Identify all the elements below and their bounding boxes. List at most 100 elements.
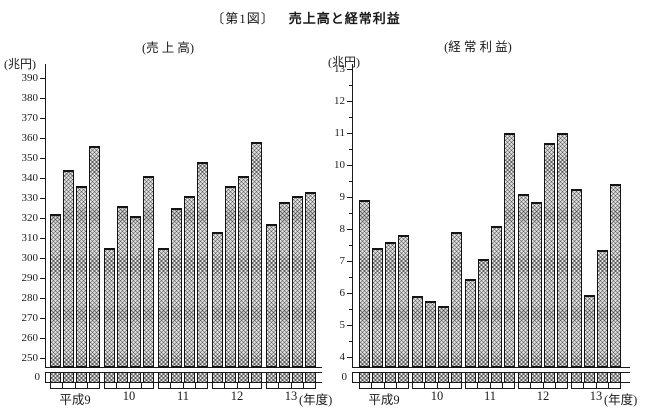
- sales-bar: [171, 208, 182, 367]
- profit-bar-stub: [478, 373, 489, 382]
- profit-y-tick: [347, 325, 352, 326]
- sales-bar: [76, 186, 87, 367]
- sales-y-tick: [40, 98, 45, 99]
- bracket-cell: [290, 383, 303, 388]
- profit-y-tick-label: 11: [334, 127, 345, 139]
- profit-bar: [438, 305, 449, 367]
- sales-bar: [143, 176, 154, 367]
- profit-bar-stub: [518, 373, 529, 382]
- bracket-cell: [158, 383, 170, 388]
- profit-year-label: 平成9: [368, 393, 400, 407]
- sales-bar-stub: [89, 373, 100, 382]
- profit-bar: [597, 249, 608, 367]
- sales-year-label: 13: [284, 389, 298, 403]
- profit-bar-stub: [412, 373, 423, 382]
- sales-y-tick-label: 270: [21, 312, 39, 324]
- profit-y-tick-label: 9: [339, 191, 346, 203]
- bracket-cell: [465, 383, 477, 388]
- profit-year-label: 10: [430, 389, 444, 403]
- bracket-cell: [571, 383, 583, 388]
- sales-unit-label: (兆円): [4, 57, 36, 71]
- bracket-cell: [554, 383, 568, 388]
- sales-y-tick-label: 380: [21, 92, 39, 104]
- sales-bar-stub: [212, 373, 223, 382]
- sales-bar-stub: [251, 373, 262, 382]
- sales-bar: [184, 196, 195, 367]
- bracket-cell: [278, 383, 290, 388]
- bracket-cell: [583, 383, 595, 388]
- sales-bar-stub: [117, 373, 128, 382]
- bracket-cell: [501, 383, 515, 388]
- sales-y-tick-label: 300: [21, 252, 39, 264]
- sales-year-label: 10: [122, 389, 136, 403]
- profit-y-tick: [347, 133, 352, 134]
- bracket-cell: [50, 383, 62, 388]
- sales-y-tick-label: 320: [21, 212, 39, 224]
- profit-y-tick: [347, 69, 352, 70]
- profit-bar: [398, 235, 409, 367]
- bracket-cell: [412, 383, 424, 388]
- sales-axis-break-line: [45, 367, 322, 368]
- bracket-cell: [448, 383, 462, 388]
- sales-bar-stub: [197, 373, 208, 382]
- bracket-cell: [212, 383, 224, 388]
- sales-y-tick-label: 360: [21, 132, 39, 144]
- sales-year-label: 平成9: [59, 393, 91, 407]
- profit-y-tick: [347, 229, 352, 230]
- profit-bar-stub: [438, 373, 449, 382]
- sales-year-group-bracket: [104, 383, 154, 389]
- profit-y-minor-tick: [349, 277, 352, 278]
- sales-bar: [238, 176, 249, 367]
- sales-y-tick: [40, 118, 45, 119]
- profit-y-tick-label: 10: [334, 159, 345, 171]
- sales-y-tick: [40, 258, 45, 259]
- sales-y-tick-label: 290: [21, 272, 39, 284]
- bracket-cell: [371, 383, 383, 388]
- bracket-cell: [436, 383, 449, 388]
- sales-y-tick-label: 250: [21, 352, 39, 364]
- profit-bar-stub: [451, 373, 462, 382]
- bracket-cell: [62, 383, 74, 388]
- sales-bar-stub: [225, 373, 236, 382]
- sales-y-tick: [40, 218, 45, 219]
- bracket-cell: [542, 383, 555, 388]
- sales-y-tick: [40, 78, 45, 79]
- profit-year-group-bracket: [571, 383, 621, 389]
- sales-y-tick-label: 280: [21, 292, 39, 304]
- profit-bar-stub: [531, 373, 542, 382]
- profit-y-minor-tick: [349, 341, 352, 342]
- profit-bar: [518, 193, 529, 367]
- bracket-cell: [182, 383, 195, 388]
- sales-bar-stub: [104, 373, 115, 382]
- profit-bar-stub: [398, 373, 409, 382]
- sales-y-tick: [40, 358, 45, 359]
- sales-bar-stub: [292, 373, 303, 382]
- sales-bar: [251, 142, 262, 367]
- profit-bar: [451, 232, 462, 367]
- profit-y-tick: [347, 101, 352, 102]
- profit-y-tick-label: 12: [334, 95, 345, 107]
- sales-y-tick: [40, 238, 45, 239]
- sales-chart-title: (売 上 高): [141, 41, 195, 55]
- sales-bar: [197, 162, 208, 367]
- profit-y-tick: [347, 165, 352, 166]
- bracket-cell: [518, 383, 530, 388]
- profit-bar: [610, 184, 621, 367]
- sales-bar: [266, 224, 277, 367]
- profit-axis-break-line: [352, 367, 630, 368]
- profit-bar: [359, 200, 370, 367]
- profit-bar: [425, 301, 436, 367]
- profit-y-tick: [347, 357, 352, 358]
- sales-y-tick: [40, 198, 45, 199]
- sales-bar-stub: [305, 373, 316, 382]
- profit-bar: [478, 259, 489, 367]
- sales-bar: [63, 170, 74, 367]
- sales-y-tick-label: 370: [21, 112, 39, 124]
- profit-bar-stub: [571, 373, 582, 382]
- profit-y-tick-label: 13: [334, 63, 345, 75]
- sales-bar-stub: [130, 373, 141, 382]
- profit-bar: [531, 201, 542, 367]
- bracket-cell: [395, 383, 409, 388]
- figure-number: 〔第1図〕: [211, 11, 275, 26]
